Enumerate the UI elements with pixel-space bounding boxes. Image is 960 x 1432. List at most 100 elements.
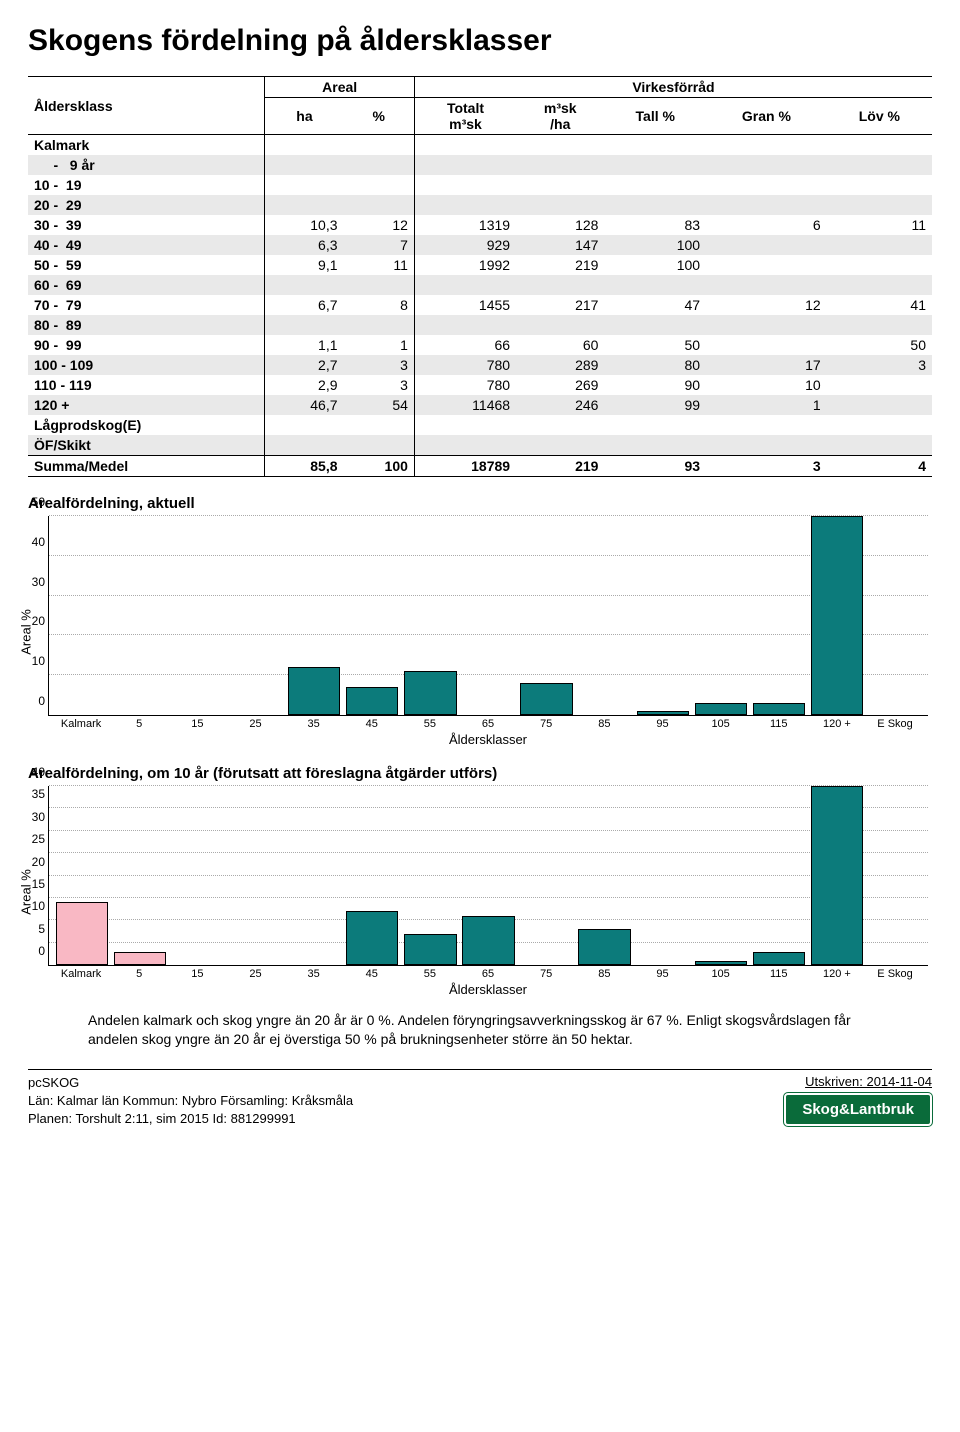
xtick: 55 (401, 718, 459, 730)
footer-pcskog: pcSKOG (28, 1074, 353, 1092)
bar (811, 786, 863, 965)
xtick: 35 (285, 968, 343, 980)
th-totalt: Totalt m³sk (414, 98, 516, 135)
xtick: 35 (285, 718, 343, 730)
th-gran: Gran % (706, 98, 827, 135)
xtick: 120 + (808, 718, 866, 730)
ytick: 40 (19, 535, 45, 549)
ytick: 15 (19, 877, 45, 891)
ytick: 0 (19, 694, 45, 708)
xtick: Kalmark (52, 968, 110, 980)
xtick: 85 (575, 718, 633, 730)
xtick: 120 + (808, 968, 866, 980)
table-row: 90 - 991,1166605050 (28, 335, 932, 355)
table-row: 110 - 1192,937802699010 (28, 375, 932, 395)
ytick: 30 (19, 810, 45, 824)
table-row: Lågprodskog(E) (28, 415, 932, 435)
bar (753, 952, 805, 965)
bar (462, 916, 514, 965)
bar (346, 911, 398, 965)
xtick: Kalmark (52, 718, 110, 730)
bar (346, 687, 398, 715)
xtick: 45 (343, 968, 401, 980)
table-row: 10 - 19 (28, 175, 932, 195)
xtick: 45 (343, 718, 401, 730)
xtick: E Skog (866, 968, 924, 980)
ytick: 30 (19, 575, 45, 589)
bar (404, 671, 456, 715)
footer-brand: Skog&Lantbruk (784, 1093, 932, 1126)
chart1-xtitle: Åldersklasser (48, 732, 928, 747)
bar (637, 711, 689, 715)
table-row: - 9 år (28, 155, 932, 175)
table-row: 70 - 796,781455217471241 (28, 295, 932, 315)
th-tall: Tall % (604, 98, 706, 135)
table-row: 30 - 3910,312131912883611 (28, 215, 932, 235)
ytick: 0 (19, 944, 45, 958)
table-row: 40 - 496,37929147100 (28, 235, 932, 255)
xtick: 105 (692, 968, 750, 980)
age-class-table: Åldersklass Areal Virkesförråd ha % Tota… (28, 76, 932, 477)
xtick: 65 (459, 718, 517, 730)
footer-line2: Planen: Torshult 2:11, sim 2015 Id: 8812… (28, 1110, 353, 1128)
note-text: Andelen kalmark och skog yngre än 20 år … (88, 1011, 892, 1049)
th-pct: % (344, 98, 415, 135)
th-ha: ha (265, 98, 344, 135)
ytick: 40 (19, 765, 45, 779)
table-row: ÖF/Skikt (28, 435, 932, 456)
xtick: 15 (168, 968, 226, 980)
bar (811, 516, 863, 715)
xtick: 75 (517, 718, 575, 730)
ytick: 10 (19, 654, 45, 668)
ytick: 20 (19, 855, 45, 869)
chart1: Areal % 01020304050 Kalmark5152535455565… (48, 516, 928, 747)
bar (578, 929, 630, 965)
table-row: Kalmark (28, 135, 932, 156)
ytick: 35 (19, 787, 45, 801)
table-row: 120 +46,75411468246991 (28, 395, 932, 415)
xtick: 95 (633, 718, 691, 730)
chart2: Areal % 0510152025303540 Kalmark51525354… (48, 786, 928, 997)
th-alders: Åldersklass (28, 77, 265, 135)
table-row: 80 - 89 (28, 315, 932, 335)
bar (288, 667, 340, 715)
th-areal: Areal (265, 77, 414, 98)
xtick: 115 (750, 968, 808, 980)
xtick: 65 (459, 968, 517, 980)
table-sum-row: Summa/Medel85,8100187892199334 (28, 456, 932, 477)
th-virkes: Virkesförråd (414, 77, 932, 98)
bar (404, 934, 456, 965)
table-row: 100 - 1092,7378028980173 (28, 355, 932, 375)
th-lov: Löv % (827, 98, 932, 135)
th-m3ha: m³sk /ha (516, 98, 604, 135)
xtick: 25 (226, 968, 284, 980)
xtick: 5 (110, 968, 168, 980)
ytick: 20 (19, 614, 45, 628)
xtick: 115 (750, 718, 808, 730)
xtick: E Skog (866, 718, 924, 730)
table-row: 60 - 69 (28, 275, 932, 295)
xtick: 55 (401, 968, 459, 980)
chart2-title: Arealfördelning, om 10 år (förutsatt att… (28, 765, 932, 782)
footer-date: Utskriven: 2014-11-04 (784, 1074, 932, 1089)
bar (56, 902, 108, 965)
bar (520, 683, 572, 715)
ytick: 10 (19, 899, 45, 913)
xtick: 95 (633, 968, 691, 980)
page-title: Skogens fördelning på åldersklasser (28, 24, 932, 58)
bar (695, 961, 747, 965)
xtick: 75 (517, 968, 575, 980)
xtick: 15 (168, 718, 226, 730)
xtick: 85 (575, 968, 633, 980)
xtick: 105 (692, 718, 750, 730)
chart2-xtitle: Åldersklasser (48, 982, 928, 997)
xtick: 25 (226, 718, 284, 730)
table-row: 20 - 29 (28, 195, 932, 215)
ytick: 50 (19, 495, 45, 509)
ytick: 5 (19, 922, 45, 936)
bar (753, 703, 805, 715)
bar (114, 952, 166, 965)
table-row: 50 - 599,1111992219100 (28, 255, 932, 275)
bar (695, 703, 747, 715)
chart1-title: Arealfördelning, aktuell (28, 495, 932, 512)
